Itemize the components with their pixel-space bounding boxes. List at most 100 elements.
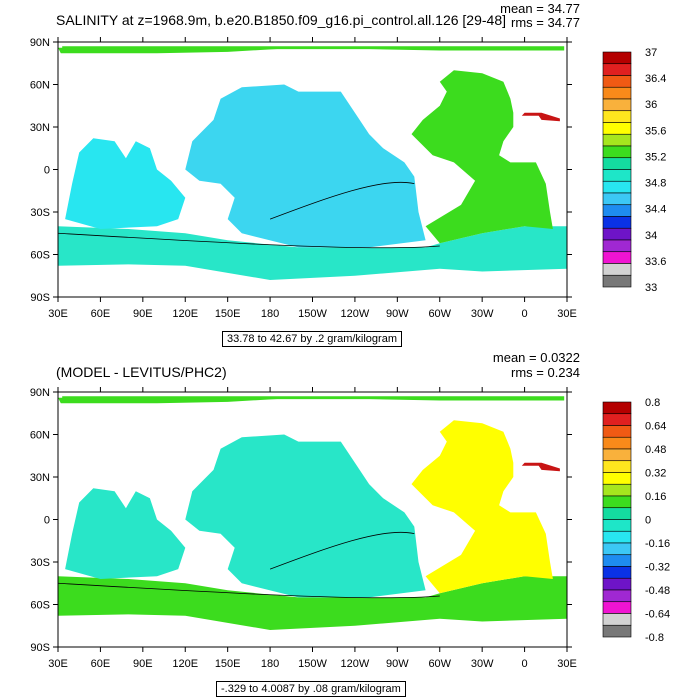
colorbar-swatch xyxy=(602,566,632,579)
salinity-panel: SALINITY at z=1968.9m, b.e20.B1850.f09_g… xyxy=(30,1,666,347)
lon-tick-label: 30W xyxy=(471,658,494,670)
colorbar-label: -0.32 xyxy=(645,562,670,574)
colorbar-label: 0.32 xyxy=(645,468,666,480)
colorbar-swatch xyxy=(602,448,632,462)
colorbar-label: 34 xyxy=(645,230,657,242)
colorbar-swatch xyxy=(602,274,632,288)
difference-map: 90N 60N 30N 0 30S 60S 90S 30E 60E 90E 120E 150E 180 1… xyxy=(30,387,670,670)
colorbar-swatch xyxy=(602,401,632,415)
colorbar-swatch xyxy=(602,507,632,520)
lon-tick-label: 30E xyxy=(557,658,577,670)
colorbar-swatch xyxy=(602,263,632,276)
colorbar-swatch xyxy=(602,169,632,182)
colorbar-swatch xyxy=(602,180,632,194)
pacific-ocean xyxy=(185,434,426,598)
arctic-ocean xyxy=(58,47,497,54)
colorbar-swatch xyxy=(602,204,632,217)
colorbar-swatch xyxy=(602,542,632,556)
colorbar-swatch xyxy=(602,530,632,544)
lat-tick-label: 90N xyxy=(30,387,50,399)
colorbar-swatch xyxy=(602,86,632,100)
colorbar-label: 33.6 xyxy=(645,256,666,268)
colorbar-swatch xyxy=(602,192,632,206)
colorbar-label: 33 xyxy=(645,282,657,294)
lon-tick-label: 60E xyxy=(91,658,111,670)
colorbar-label: 0.48 xyxy=(645,444,666,456)
colorbar-swatch xyxy=(602,554,632,567)
colorbar-label: 35.6 xyxy=(645,125,666,137)
colorbar-label: 0.16 xyxy=(645,491,666,503)
lon-tick-label: 150E xyxy=(215,658,241,670)
lon-tick-label: 180 xyxy=(261,658,279,670)
colorbar-swatch xyxy=(602,613,632,626)
colorbar-swatch xyxy=(602,624,632,638)
mean-stat: mean = 0.0322 xyxy=(492,350,580,365)
contour-line xyxy=(269,531,415,570)
colorbar-label: -0.16 xyxy=(645,538,670,550)
lat-tick-label: 60N xyxy=(30,430,50,442)
lat-tick-label: 30S xyxy=(30,207,50,219)
lon-tick-label: 60E xyxy=(91,308,111,320)
lat-tick-label: 90S xyxy=(30,292,50,304)
lat-tick-label: 60S xyxy=(30,250,50,262)
lon-tick-label: 60W xyxy=(428,658,451,670)
indian-ocean xyxy=(65,488,186,579)
colorbar-swatch xyxy=(602,98,632,112)
lat-tick-label: 30S xyxy=(30,557,50,569)
colorbar-swatch xyxy=(602,413,632,426)
colorbar-label: 0.64 xyxy=(645,421,666,433)
colorbar-label: 34.4 xyxy=(645,204,666,216)
lon-tick-label: 150W xyxy=(298,658,327,670)
lat-tick-label: 30N xyxy=(30,472,50,484)
colorbar-label: 36.4 xyxy=(645,73,666,85)
rms-stat: rms = 34.77 xyxy=(510,15,580,30)
rms-stat: rms = 0.234 xyxy=(510,365,580,380)
colorbar-swatch xyxy=(602,495,632,509)
colorbar-swatch xyxy=(602,251,632,264)
mean-stat: mean = 34.77 xyxy=(500,1,580,16)
colorbar-swatch xyxy=(602,472,632,485)
lon-tick-label: 30E xyxy=(48,308,68,320)
colorbar-swatch xyxy=(602,63,632,76)
colorbar-label: 0.8 xyxy=(645,397,660,409)
colorbar-swatch xyxy=(602,216,632,229)
lon-tick-label: 0 xyxy=(522,658,528,670)
lon-tick-label: 30E xyxy=(48,658,68,670)
southern-ocean xyxy=(58,576,567,630)
contour-info: -.329 to 4.0087 by .08 gram/kilogram xyxy=(216,681,406,697)
contour-line xyxy=(57,232,440,249)
lat-tick-label: 60S xyxy=(30,600,50,612)
colorbar-label: 0 xyxy=(645,515,651,527)
colorbar-swatch xyxy=(602,133,632,147)
lat-tick-label: 0 xyxy=(44,165,50,177)
contour-info: 33.78 to 42.67 by .2 gram/kilogram xyxy=(222,331,402,347)
colorbar-swatch xyxy=(602,589,632,603)
lon-tick-label: 90W xyxy=(386,658,409,670)
pacific-ocean xyxy=(185,84,426,248)
colorbar-label: 34.8 xyxy=(645,178,666,190)
panel-title: (MODEL - LEVITUS/PHC2) xyxy=(56,364,227,380)
colorbar-swatch xyxy=(602,51,632,65)
colorbar-swatch xyxy=(602,483,632,497)
colorbar-label: -0.8 xyxy=(645,632,664,644)
southern-ocean xyxy=(58,226,567,280)
salinity-map: 90N 60N 30N 0 30S 60S 90S 30E 60E 90E 120E 150E 180 1… xyxy=(30,37,666,320)
colorbar-label: -0.64 xyxy=(645,609,670,621)
lon-tick-label: 120W xyxy=(341,308,370,320)
arctic-ocean xyxy=(58,397,497,404)
lon-tick-label: 180 xyxy=(261,308,279,320)
panel-title: SALINITY at z=1968.9m, b.e20.B1850.f09_g… xyxy=(56,12,506,28)
lon-tick-label: 60W xyxy=(428,308,451,320)
lat-tick-label: 60N xyxy=(30,80,50,92)
colorbar-swatch xyxy=(602,110,632,123)
colorbar-swatch xyxy=(602,227,632,241)
colorbar-label: -0.48 xyxy=(645,585,670,597)
colorbar-label: 35.2 xyxy=(645,151,666,163)
colorbar-swatch xyxy=(602,460,632,473)
colorbar-label: 36 xyxy=(645,99,657,111)
colorbar-swatch xyxy=(602,577,632,591)
lat-tick-label: 0 xyxy=(44,515,50,527)
colorbar-swatch xyxy=(602,157,632,170)
colorbar-swatch xyxy=(602,436,632,450)
contour-line xyxy=(269,181,415,220)
